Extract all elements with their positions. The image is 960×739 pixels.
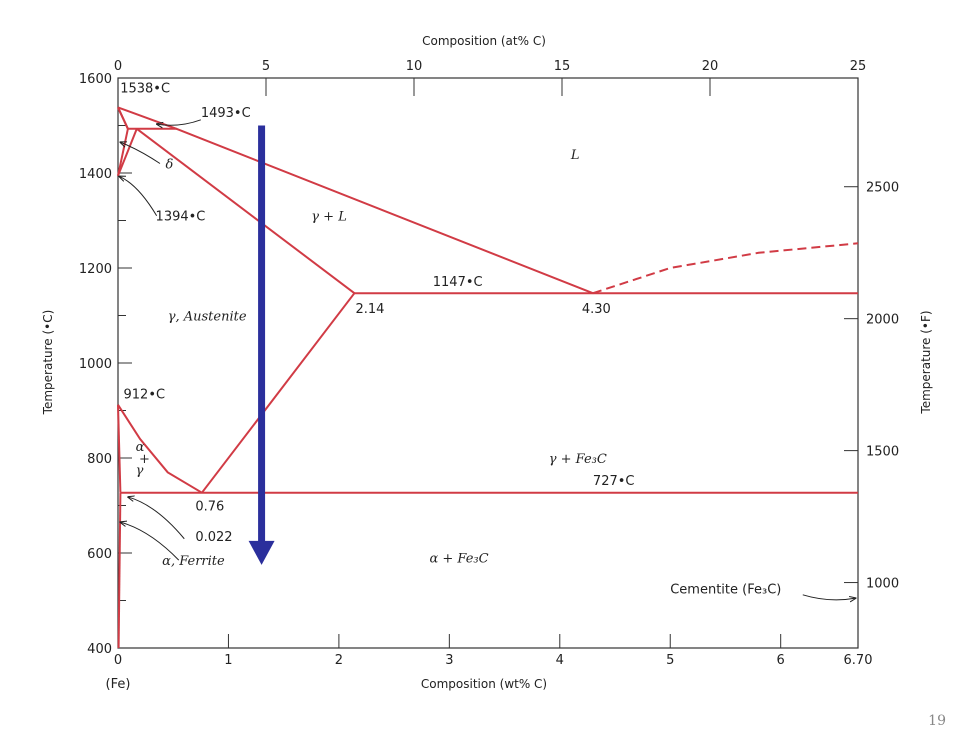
liquidus-upper: [117, 106, 594, 295]
phase-label: α + Fe₃C: [429, 552, 488, 567]
cooling-arrow: [248, 125, 275, 565]
bottom-axis-title: Composition (wt% C): [421, 677, 547, 691]
leader-arrow: [120, 522, 180, 561]
y2-tick-label: 2000: [866, 313, 899, 328]
y-tick-label: 1400: [79, 167, 112, 182]
annotation-label: 727•C: [593, 474, 635, 489]
x-tick-label: 6: [777, 653, 785, 668]
y-tick-label: 800: [87, 452, 112, 467]
label-arrows: [119, 119, 856, 600]
leader-arrow: [119, 176, 158, 217]
x-tick-label: 6.70: [844, 653, 873, 668]
y-tick-label: 1000: [79, 357, 112, 372]
leader-arrow: [120, 142, 161, 164]
leader-arrow: [157, 119, 202, 125]
x2-tick-label: 20: [702, 59, 719, 74]
y2-tick-label: 1000: [866, 577, 899, 592]
x-tick-label: 4: [556, 653, 564, 668]
y2-tick-label: 2500: [866, 181, 899, 196]
ferrite-solvus: [117, 492, 122, 649]
delta-gamma-lower: [117, 128, 138, 177]
delta-gamma-upper: [117, 128, 129, 177]
annotation-label: 1493•C: [201, 106, 251, 121]
phase-label: L: [570, 148, 580, 163]
cooling-arrow-head: [248, 540, 275, 565]
x-tick-label: 2: [335, 653, 343, 668]
y-tick-label: 1600: [79, 72, 112, 87]
annotation-label: 1394•C: [156, 210, 206, 225]
phase-boundaries: [117, 106, 859, 649]
y-tick-label: 1200: [79, 262, 112, 277]
phase-label: γ, Austenite: [168, 309, 247, 324]
phase-label: α, Ferrite: [162, 554, 225, 569]
annotation-label: 2.14: [355, 302, 384, 317]
axis-ticks: 0 1 2 3 4 5 6 6.70 0 5 10 15 20 25 400 600 800 1000 1200 14…: [79, 59, 899, 668]
x2-tick-label: 25: [850, 59, 867, 74]
phase-label: +: [139, 452, 150, 467]
phase-label: γ + Fe₃C: [549, 452, 607, 467]
annotation-label: 912•C: [124, 388, 166, 403]
page-number: 19: [928, 713, 946, 729]
cementite-liquidus: [592, 242, 859, 295]
x-tick-label: 1: [224, 653, 232, 668]
x-tick-label: 5: [666, 653, 674, 668]
acm-line: [201, 292, 356, 494]
annotation-label: 4.30: [582, 302, 611, 317]
annotations: 1538•C 1493•C 1394•C 1147•C 2.14 4.30 912•C 727…: [120, 81, 781, 597]
alpha-gamma-boundary: [117, 404, 122, 493]
right-axis-title: Temperature (•F): [919, 310, 933, 414]
solidus-austenite: [136, 128, 356, 294]
phase-label: δ: [165, 157, 173, 172]
annotation-label: 0.76: [195, 499, 224, 514]
annotation-label: 0.022: [195, 530, 232, 545]
a3-line: [117, 404, 203, 494]
fe-label: (Fe): [106, 677, 131, 692]
delta-solidus: [117, 106, 129, 130]
x2-tick-label: 15: [554, 59, 571, 74]
annotation-label: 1147•C: [433, 275, 483, 290]
x2-tick-label: 10: [406, 59, 423, 74]
left-axis-title: Temperature (•C): [41, 310, 55, 416]
phase-label: α: [136, 440, 145, 455]
annotation-label: 1538•C: [120, 81, 170, 96]
top-axis-title: Composition (at% C): [422, 34, 546, 48]
x-tick-label: 3: [445, 653, 453, 668]
x-tick-label: 0: [114, 653, 122, 668]
leader-arrow: [802, 594, 856, 600]
x2-tick-label: 5: [262, 59, 270, 74]
phase-label: γ + L: [311, 210, 347, 225]
y-tick-label: 600: [87, 547, 112, 562]
leader-arrow: [128, 497, 185, 540]
annotation-label: Cementite (Fe₃C): [670, 582, 781, 597]
y-tick-label: 400: [87, 642, 112, 657]
y2-tick-label: 1500: [866, 445, 899, 460]
phase-label: γ: [136, 464, 144, 479]
x2-tick-label: 0: [114, 59, 122, 74]
